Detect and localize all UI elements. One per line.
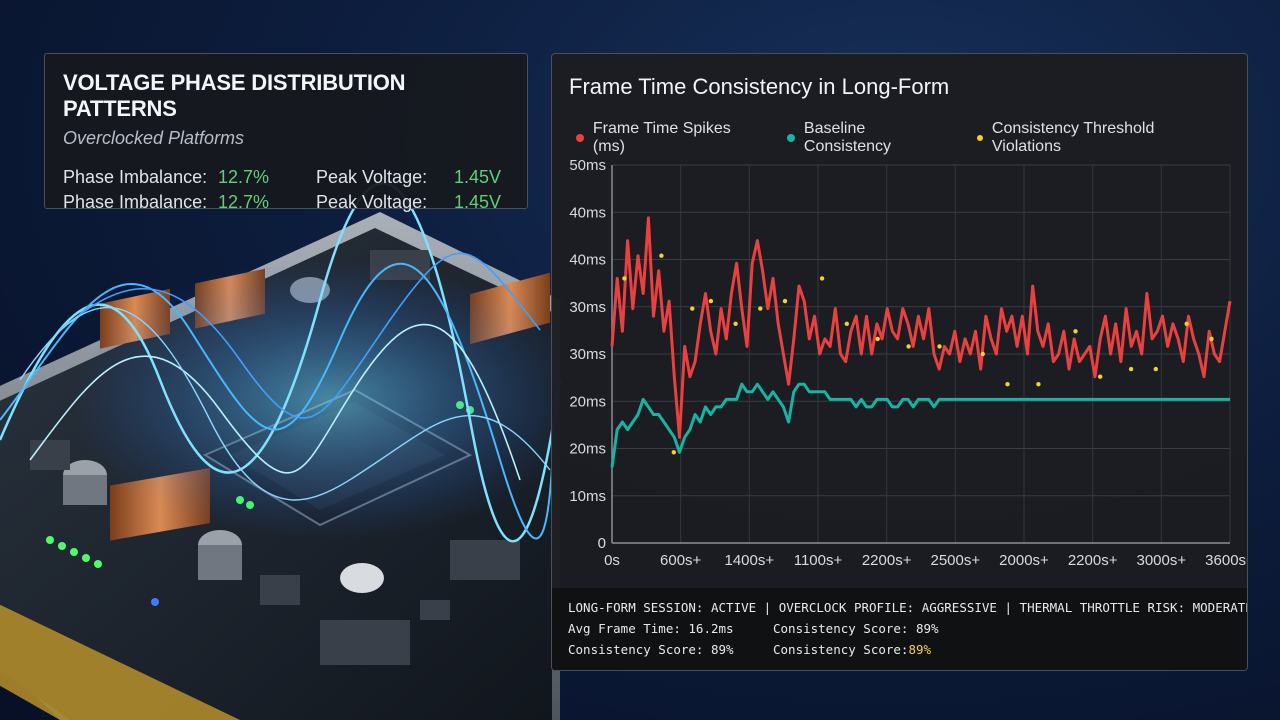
legend-label: Baseline Consistency [803,120,892,155]
legend-item-baseline: Baseline Consistency [787,120,955,156]
violation-point [758,306,763,311]
metric-row: Phase Imbalance: 12.7% Peak Voltage: 1.4… [63,192,509,213]
legend-dot-teal [787,134,795,142]
x-tick-label: 600s+ [660,552,702,569]
session-status-bar: LONG-FORM SESSION: ACTIVE | OVERCLOCK PR… [552,588,1248,670]
consistency-score-label: Consistency Score: [773,642,909,657]
legend-item-violations: Consistency Threshold Violations [976,120,1225,156]
x-tick-label: 2200s+ [862,552,912,569]
violation-point [782,298,788,304]
violation-point [844,321,849,326]
x-tick-label: 2500s+ [931,552,981,569]
consistency-score: Consistency Score: 89% [568,642,734,657]
chart-legend: Frame Time Spikes (ms) Baseline Consiste… [576,120,1247,156]
legend-item-spikes: Frame Time Spikes (ms) [576,120,765,156]
violation-point [1209,336,1214,342]
frame-time-chart-panel: 0 10ms 20ms 20ms 30ms 30ms 40ms 40ms 50ms 0s 600s+… [551,53,1248,671]
panel-title: VOLTAGE PHASE DISTRIBUTION PATTERNS [63,70,406,121]
violation-point [690,306,695,311]
violation-point [1184,321,1189,326]
violation-point [980,351,985,357]
y-tick-label: 20ms [569,441,606,458]
legend-label: Frame Time Spikes (ms) [592,120,731,155]
violation-point [819,276,825,281]
y-tick-label: 40ms [569,204,606,221]
x-tick-label: 1400s+ [725,552,775,569]
consistency-score-value: 89% [908,642,932,657]
legend-label: Consistency Threshold Violations [991,120,1155,155]
violation-point [671,450,676,455]
phase-imbalance-label: Phase Imbalance: [63,167,208,187]
x-tick-label: 1100s+ [794,552,843,569]
y-tick-label: 10ms [569,488,606,505]
x-tick-label: 2000s+ [999,552,1049,569]
y-tick-label: 30ms [569,346,606,363]
violation-point [906,344,911,349]
violation-point [708,298,714,304]
violation-point [733,321,738,326]
y-tick-label: 40ms [569,252,606,269]
peak-voltage-value: 1.45V [454,192,502,212]
voltage-wave-icon [0,182,590,543]
violation-point [659,253,664,258]
frame-time-spikes-line [610,216,1232,439]
x-tick-label: 3000s+ [1137,552,1187,569]
violation-point [937,344,942,349]
baseline-consistency-line [610,382,1230,468]
phase-imbalance-label: Phase Imbalance: [63,192,208,212]
peak-voltage-label: Peak Voltage: [316,167,428,187]
violation-point [622,276,627,281]
violation-point [1128,366,1134,372]
session-status-line: LONG-FORM SESSION: ACTIVE | OVERCLOCK PR… [568,600,1248,615]
stats-row: Consistency Score: 89% Consistency Score… [568,642,1233,657]
chart-title: Frame Time Consistency in Long-Form [569,74,950,99]
violation-point [1036,382,1041,387]
x-tick-label: 3600s+ [1205,552,1248,569]
legend-dot-red [576,134,584,142]
smd-components [30,250,520,665]
phase-imbalance-value: 12.7% [218,192,270,212]
stats-row: Avg Frame Time: 16.2ms Consistency Score… [568,621,1233,636]
violation-point [875,336,880,342]
panel-subtitle: Overclocked Platforms [63,128,245,148]
frame-time-chart: 0 10ms 20ms 20ms 30ms 30ms 40ms 40ms 50ms 0s 600s+… [569,157,1248,569]
avg-frame-time: Avg Frame Time: 16.2ms [568,621,734,636]
consistency-score: Consistency Score: 89% [773,621,939,636]
violation-point [1098,374,1103,379]
y-tick-label: 30ms [569,299,606,316]
peak-voltage-label: Peak Voltage: [316,192,428,212]
x-tick-label: 0s [604,552,620,569]
legend-dot-yellow [976,135,983,141]
x-tick-label: 2200s+ [1068,552,1118,569]
phase-imbalance-value: 12.7% [218,167,270,187]
peak-voltage-value: 1.45V [454,167,502,187]
violation-point [1073,329,1078,334]
violation-point [1005,382,1010,387]
y-tick-label: 50ms [569,157,606,174]
voltage-phase-panel: VOLTAGE PHASE DISTRIBUTION PATTERNS Over… [44,53,528,212]
y-tick-label: 0 [598,535,606,552]
y-tick-label: 20ms [569,393,606,410]
metric-row: Phase Imbalance: 12.7% Peak Voltage: 1.4… [63,167,509,188]
violation-point [1153,366,1158,372]
